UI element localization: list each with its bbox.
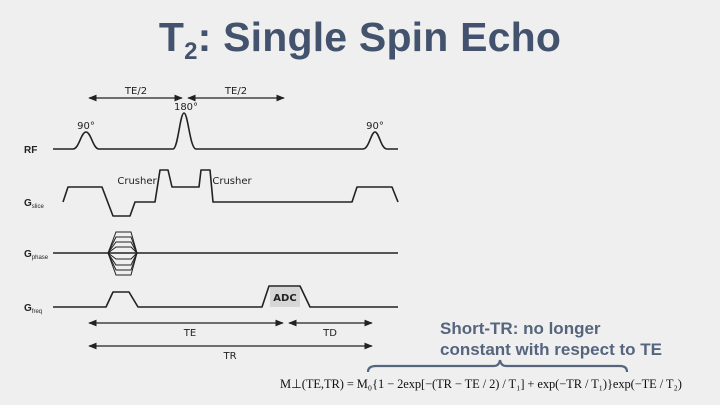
axis-label-gphase: Gphase bbox=[24, 249, 49, 261]
td-label: TD bbox=[322, 328, 337, 339]
curly-brace bbox=[366, 359, 629, 373]
rf-90-next-label: 90° bbox=[366, 121, 384, 132]
annotation-note: Short-TR: no longer constant with respec… bbox=[440, 318, 662, 360]
te-half-label-1: TE/2 bbox=[124, 86, 147, 97]
note-line-1: Short-TR: no longer bbox=[440, 319, 601, 338]
tr-label: TR bbox=[222, 351, 236, 362]
gslice-waveform bbox=[62, 169, 399, 217]
te-half-label-2: TE/2 bbox=[224, 86, 247, 97]
axis-label-gfreq: Gfreq bbox=[24, 303, 42, 315]
note-line-2: constant with respect to TE bbox=[440, 340, 662, 359]
axis-label-rf: RF bbox=[24, 145, 37, 156]
te-label: TE bbox=[183, 328, 196, 339]
rf-waveform bbox=[53, 112, 398, 150]
signal-equation: M⊥(TE,TR) = M₀{1 − 2exp[−(TR − TE / 2) /… bbox=[280, 377, 682, 391]
title-subscript: 2 bbox=[184, 38, 198, 65]
crusher-label-1: Crusher bbox=[117, 176, 157, 187]
slide-title: T2: Single Spin Echo bbox=[0, 14, 720, 66]
rf-90-label: 90° bbox=[77, 121, 95, 132]
title-rest: : Single Spin Echo bbox=[197, 14, 562, 60]
axis-label-gslice: Gslice bbox=[24, 198, 44, 210]
rf-180-label: 180° bbox=[174, 102, 198, 113]
adc-label: ADC bbox=[273, 293, 296, 304]
title-main: T bbox=[158, 14, 185, 60]
phase-encoding-table bbox=[107, 231, 138, 276]
gfreq-waveform bbox=[53, 285, 398, 308]
crusher-label-2: Crusher bbox=[212, 176, 252, 187]
adc-window bbox=[270, 287, 300, 307]
